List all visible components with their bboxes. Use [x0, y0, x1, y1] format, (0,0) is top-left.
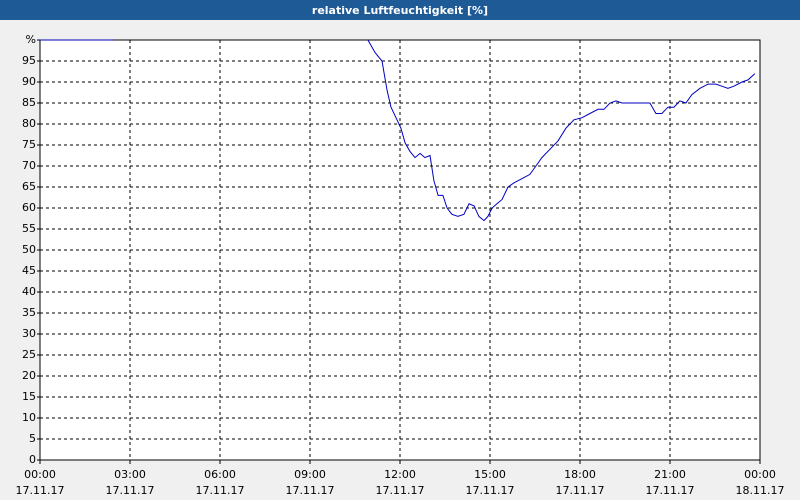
y-tick-label: 85 — [22, 96, 36, 109]
y-tick-label: 65 — [22, 180, 36, 193]
y-tick-label: 30 — [22, 327, 36, 340]
y-tick-label: 45 — [22, 264, 36, 277]
x-tick-date: 17.11.17 — [196, 484, 245, 497]
x-tick-date: 17.11.17 — [466, 484, 515, 497]
x-tick-label: 03:00 — [114, 468, 146, 481]
x-tick-label: 12:00 — [384, 468, 416, 481]
x-tick-date: 17.11.17 — [286, 484, 335, 497]
x-tick-label: 00:00 — [744, 468, 776, 481]
x-tick-label: 06:00 — [204, 468, 236, 481]
chart-title: relative Luftfeuchtigkeit [%] — [312, 4, 488, 17]
x-tick-date: 17.11.17 — [646, 484, 695, 497]
x-tick-date: 17.11.17 — [16, 484, 65, 497]
x-tick-date: 17.11.17 — [556, 484, 605, 497]
x-tick-label: 18:00 — [564, 468, 596, 481]
x-tick-date: 17.11.17 — [376, 484, 425, 497]
y-tick-label: 0 — [29, 453, 36, 466]
y-tick-label: 35 — [22, 306, 36, 319]
y-tick-label: 95 — [22, 54, 36, 67]
x-tick-label: 09:00 — [294, 468, 326, 481]
plot-border — [39, 39, 761, 461]
y-tick-label: 55 — [22, 222, 36, 235]
y-tick-label: 40 — [22, 285, 36, 298]
x-tick-date: 18.11.17 — [736, 484, 785, 497]
y-tick-label: 90 — [22, 75, 36, 88]
y-tick-label: 60 — [22, 201, 36, 214]
y-tick-label: 75 — [22, 138, 36, 151]
x-tick-label: 15:00 — [474, 468, 506, 481]
y-tick-label: 25 — [22, 348, 36, 361]
x-tick-label: 21:00 — [654, 468, 686, 481]
y-tick-label: 5 — [29, 432, 36, 445]
y-tick-label: 15 — [22, 390, 36, 403]
x-tick-label: 00:00 — [24, 468, 56, 481]
x-tick-date: 17.11.17 — [106, 484, 155, 497]
y-tick-label: 10 — [22, 411, 36, 424]
y-tick-label: 20 — [22, 369, 36, 382]
y-tick-label: 50 — [22, 243, 36, 256]
y-tick-label: 70 — [22, 159, 36, 172]
y-tick-label: % — [26, 33, 36, 46]
data-line — [40, 39, 756, 222]
title-bar — [0, 0, 800, 20]
y-tick-label: 80 — [22, 117, 36, 130]
